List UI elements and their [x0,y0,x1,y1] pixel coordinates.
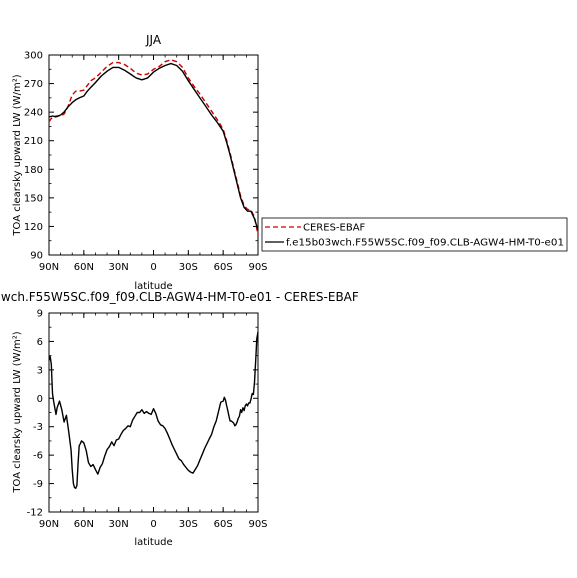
top-y-tick-label: 150 [24,193,43,204]
top-x-tick-label: 30N [109,262,129,273]
top-y-tick-label: 180 [24,165,43,176]
bottom-x-tick-label: 60S [214,519,233,530]
top-y-tick-label: 90 [30,251,43,262]
bottom-y-axis-label: TOA clearsky upward LW (W/m²) [12,331,23,493]
bottom-y-tick-label: -12 [27,508,43,519]
bottom-x-tick-label: 90S [248,519,267,530]
top-x-tick-label: 0 [150,262,156,273]
bottom-series-group [48,331,259,489]
bottom-y-tick-label: -6 [33,451,43,462]
bottom-y-tick-label: -3 [33,422,43,433]
bottom-panel: f.e15b03wch.F55W5SC.f09_f09.CLB-AGW4-HM-… [0,290,359,548]
top-y-tick-label: 240 [24,108,43,119]
top-plot-frame [48,54,259,256]
legend: CERES-EBAF f.e15b03wch.F55W5SC.f09_f09.C… [261,217,568,252]
bottom-x-tick-label: 60N [74,519,94,530]
top-chart-title: JJA [145,33,162,47]
bottom-y-tick-label: 9 [37,309,43,320]
top-y-axis-label: TOA clearsky upward LW (W/m²) [12,74,23,236]
top-series-group [48,59,259,236]
bottom-x-ticks: 90N 60N 30N 0 30S 60S 90S [39,313,268,530]
bottom-x-tick-label: 30N [109,519,129,530]
bottom-chart-title: f.e15b03wch.F55W5SC.f09_f09.CLB-AGW4-HM-… [0,290,359,304]
top-x-tick-label: 60S [214,262,233,273]
bottom-x-tick-label: 0 [150,519,156,530]
top-y-ticks: 90 120 150 180 210 240 270 300 [24,51,258,262]
bottom-y-tick-label: 3 [37,365,43,376]
top-y-tick-label: 300 [24,51,43,62]
top-series-line-0 [48,59,259,236]
top-x-tick-label: 60N [74,262,94,273]
bottom-x-axis-label: latitude [134,537,172,548]
top-x-axis-label: latitude [134,281,172,292]
legend-label-model: f.e15b03wch.F55W5SC.f09_f09.CLB-AGW4-HM-… [286,238,564,249]
bottom-series-line-0 [48,331,259,489]
bottom-y-tick-label: 0 [37,394,43,405]
top-x-tick-label: 30S [179,262,198,273]
top-y-tick-label: 210 [24,136,43,147]
bottom-plot-frame [48,312,259,513]
top-x-tick-label: 90S [248,262,267,273]
bottom-y-tick-label: 6 [37,337,43,348]
bottom-y-tick-label: -9 [33,479,43,490]
bottom-y-ticks: -12 -9 -6 -3 0 3 6 9 [27,309,258,519]
top-panel: JJA 90N 60N 30N 0 30S 60S 90S 90 120 150 180 210 24… [12,33,568,292]
bottom-x-tick-label: 30S [179,519,198,530]
legend-label-ceres: CERES-EBAF [303,223,366,234]
top-x-ticks: 90N 60N 30N 0 30S 60S 90S [39,55,268,273]
top-x-tick-label: 90N [39,262,59,273]
top-y-tick-label: 120 [24,222,43,233]
bottom-x-tick-label: 90N [39,519,59,530]
legend-box [261,217,568,252]
top-y-tick-label: 270 [24,79,43,90]
top-series-line-1 [48,62,259,231]
